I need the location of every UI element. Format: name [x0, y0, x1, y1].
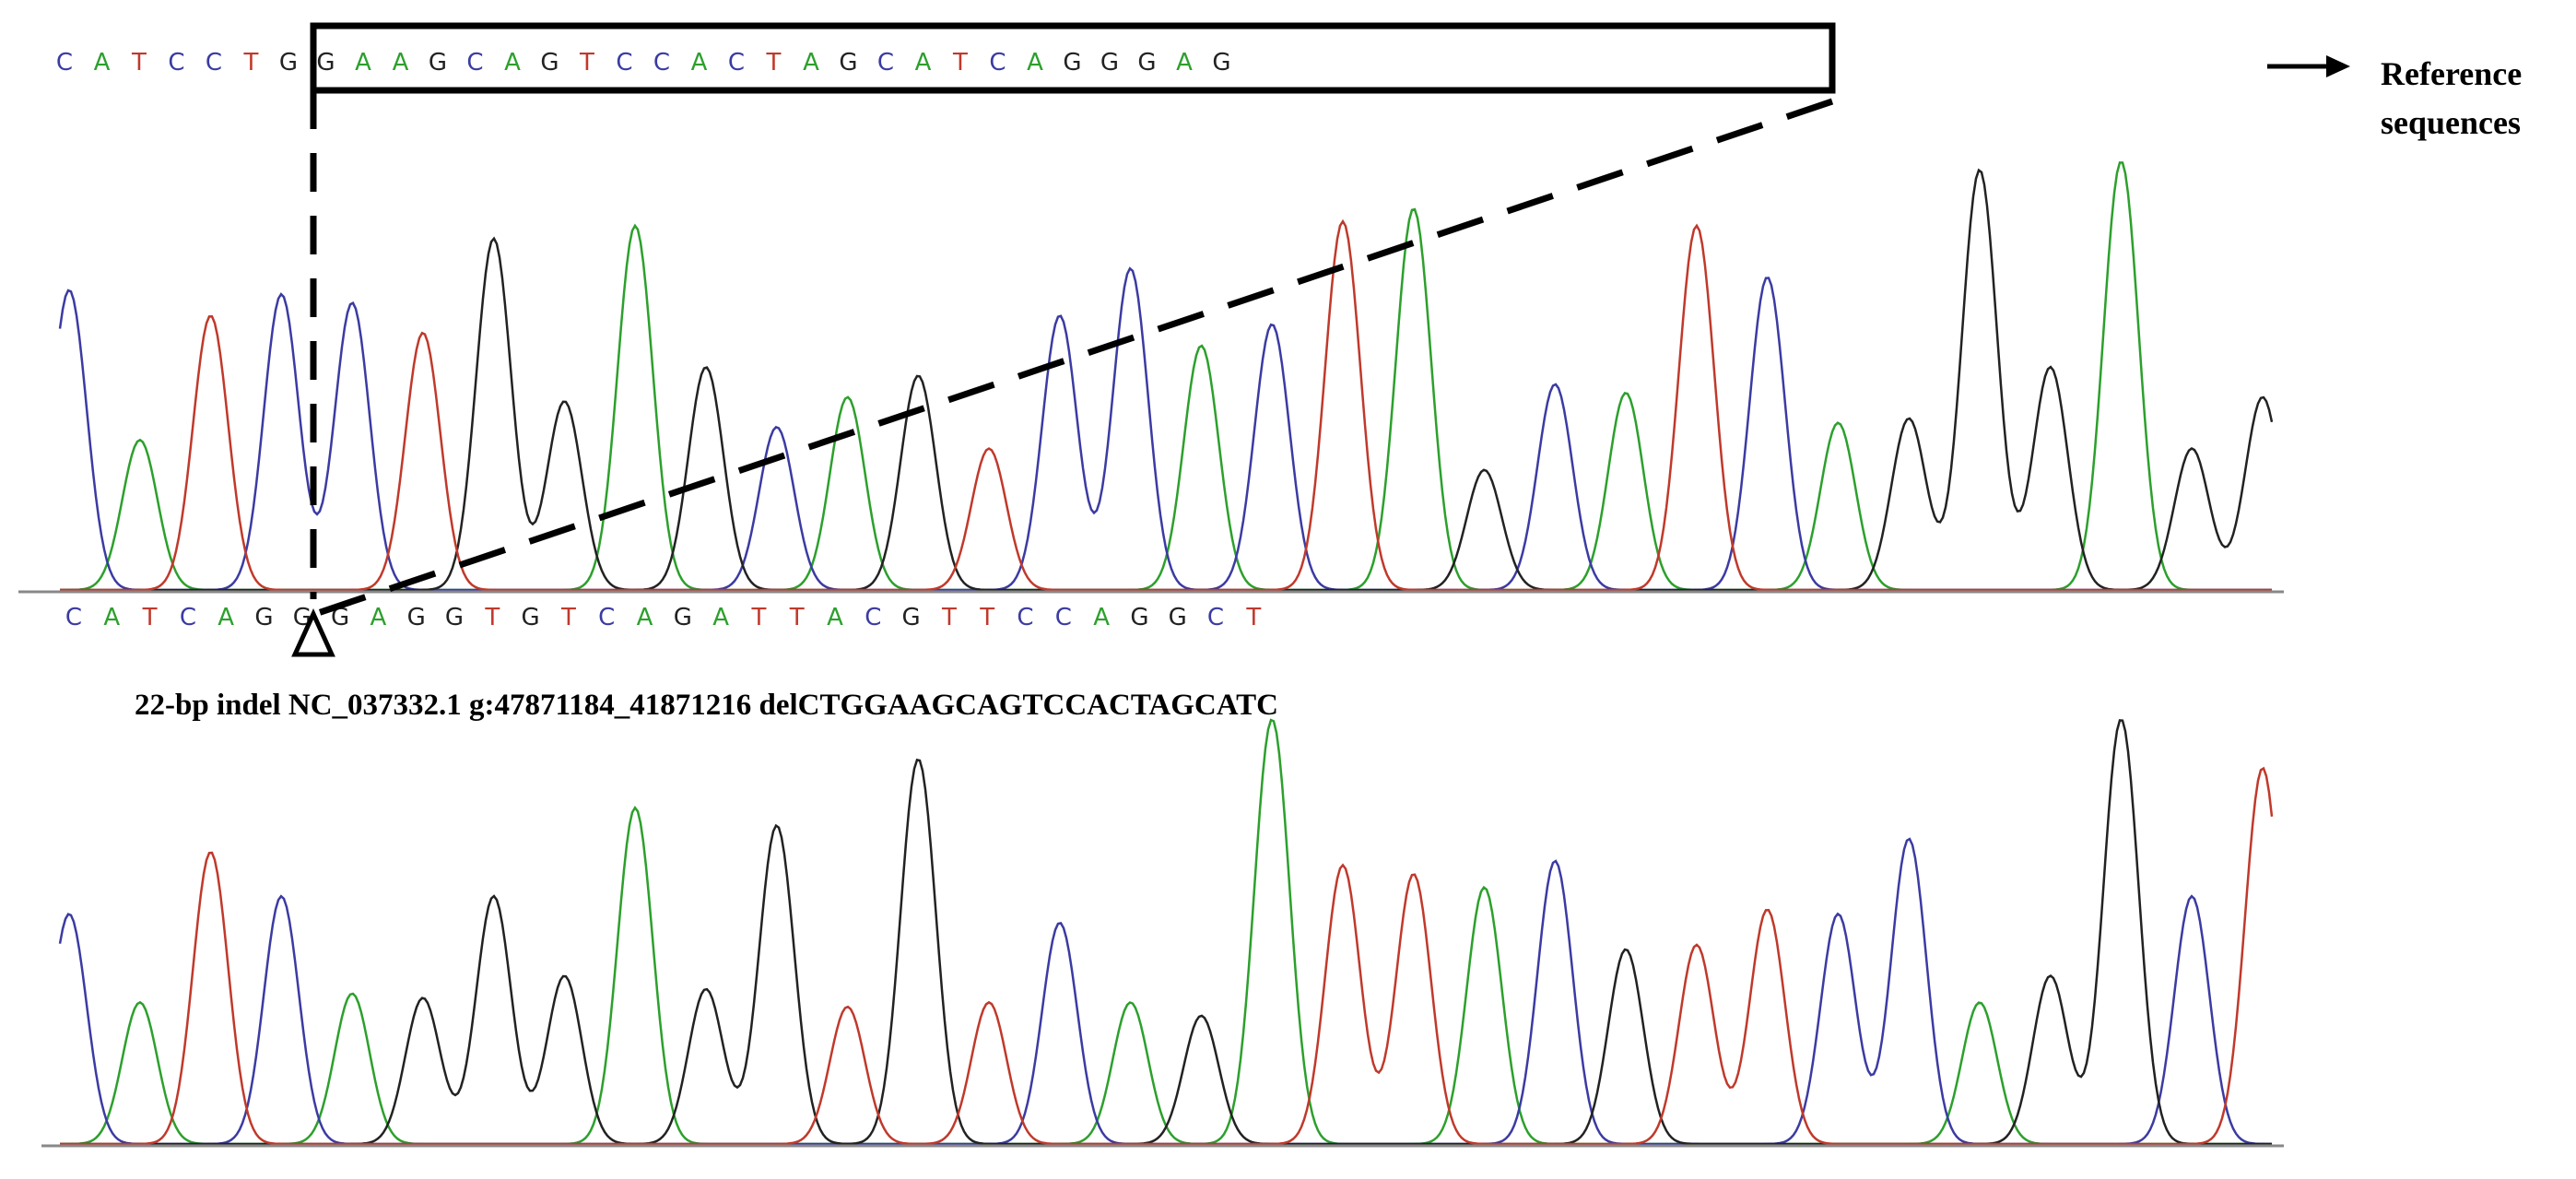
reference-base-15: T	[579, 49, 594, 77]
reference-base-2: A	[94, 49, 111, 77]
sample-base-19: T	[750, 604, 766, 631]
sample-base-11: G	[445, 604, 464, 631]
indel-caption: 22-bp indel NC_037332.1 g:47871184_41871…	[135, 689, 1278, 722]
sample-base-1: C	[65, 604, 82, 631]
reference-base-17: C	[653, 49, 670, 77]
sample-base-2: A	[103, 604, 120, 631]
reference-base-1: C	[56, 49, 73, 77]
sample-base-16: A	[637, 604, 653, 631]
sample-base-25: T	[979, 604, 994, 631]
top-trace-g	[60, 168, 2274, 592]
reference-base-13: A	[504, 49, 521, 77]
sample-base-3: T	[142, 604, 158, 631]
reference-base-19: C	[728, 49, 745, 77]
reference-base-11: G	[429, 49, 447, 77]
reference-base-7: G	[279, 49, 298, 77]
reference-base-25: T	[952, 49, 968, 77]
sample-base-27: C	[1055, 604, 1072, 631]
reference-base-20: T	[766, 49, 782, 77]
sample-base-17: G	[674, 604, 692, 631]
chromatogram-trace-bottom	[58, 718, 2274, 1146]
sample-base-21: A	[827, 604, 843, 631]
sample-base-20: T	[789, 604, 805, 631]
reference-base-8: G	[316, 49, 335, 77]
reference-base-30: G	[1137, 49, 1156, 77]
reference-base-10: A	[393, 49, 409, 77]
reference-label-line2: sequences	[2381, 104, 2521, 141]
bottom-trace-t	[60, 766, 2274, 1146]
reference-base-27: A	[1027, 49, 1043, 77]
sample-base-5: A	[218, 604, 234, 631]
reference-label-line1: Reference	[2381, 55, 2522, 92]
reference-base-31: A	[1176, 49, 1193, 77]
arrow-right-icon	[2326, 55, 2350, 77]
reference-base-6: T	[243, 49, 259, 77]
top-trace-a	[60, 161, 2272, 592]
sample-base-28: A	[1093, 604, 1110, 631]
sample-base-22: C	[865, 604, 881, 631]
sample-base-8: G	[331, 604, 349, 631]
reference-base-32: G	[1212, 49, 1230, 77]
sample-base-12: T	[484, 604, 500, 631]
reference-base-21: A	[803, 49, 819, 77]
deleted-region-box	[310, 22, 1836, 94]
reference-base-5: C	[206, 49, 222, 77]
reference-base-28: G	[1063, 49, 1081, 77]
reference-base-14: G	[540, 49, 559, 77]
sample-base-9: A	[371, 604, 387, 631]
sample-base-29: G	[1130, 604, 1148, 631]
sample-base-31: C	[1207, 604, 1224, 631]
reference-base-26: C	[989, 49, 1006, 77]
reference-base-12: C	[466, 49, 483, 77]
reference-base-29: G	[1100, 49, 1119, 77]
sample-base-4: C	[180, 604, 196, 631]
sample-base-13: G	[522, 604, 540, 631]
sample-base-30: G	[1169, 604, 1187, 631]
reference-base-3: T	[131, 49, 147, 77]
chromatogram-trace-top	[58, 161, 2274, 592]
sample-base-14: T	[560, 604, 576, 631]
sample-base-23: G	[902, 604, 921, 631]
sample-base-15: C	[598, 604, 615, 631]
sample-base-32: T	[1245, 604, 1261, 631]
reference-base-4: C	[168, 49, 184, 77]
deletion-collapse-dashed-line	[316, 98, 1834, 617]
reference-base-16: C	[616, 49, 632, 77]
top-trace-t	[60, 218, 2272, 592]
reference-base-23: C	[877, 49, 894, 77]
reference-base-24: A	[915, 49, 932, 77]
sample-base-26: C	[1017, 604, 1033, 631]
sample-base-10: G	[407, 604, 426, 631]
sample-base-6: G	[254, 604, 273, 631]
reference-base-18: A	[691, 49, 708, 77]
reference-base-22: G	[839, 49, 857, 77]
sample-base-24: T	[941, 604, 957, 631]
reference-base-9: A	[355, 49, 371, 77]
sample-base-18: A	[712, 604, 729, 631]
bottom-trace-c	[58, 837, 2272, 1146]
deletion-site-triangle-icon	[291, 607, 335, 657]
